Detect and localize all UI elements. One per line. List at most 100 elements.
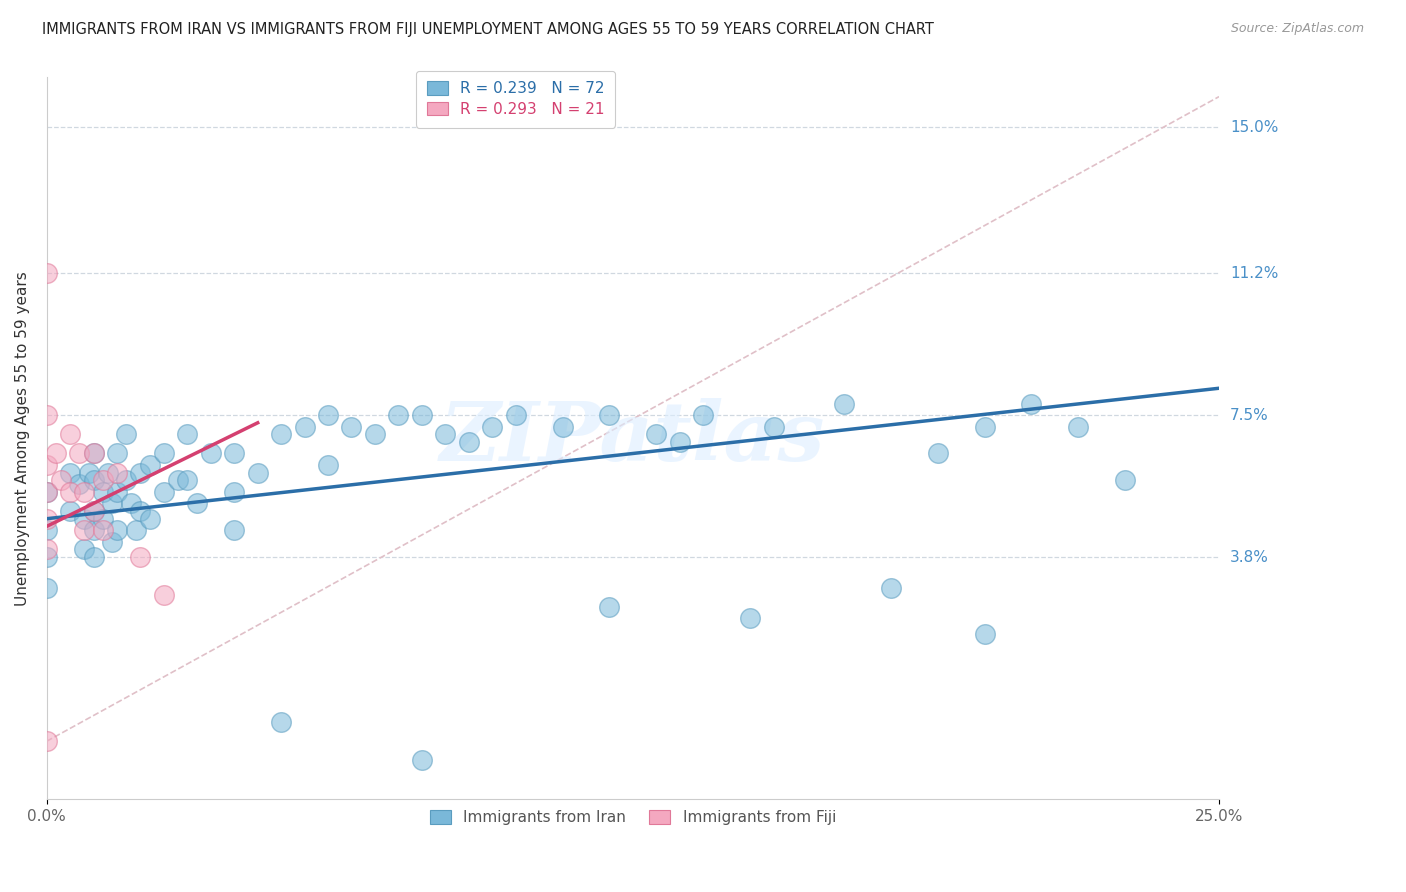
Point [153,446,176,460]
Point [973,627,995,641]
Point [59,427,82,442]
Point [105,523,128,537]
Point [83,550,105,565]
Point [35,266,58,280]
Point [83,474,105,488]
Point [35,512,58,526]
Point [105,484,128,499]
Point [387,408,409,422]
Point [645,427,668,442]
Point [186,496,208,510]
Point [59,484,82,499]
Point [83,504,105,518]
Point [340,419,363,434]
Point [668,434,690,449]
Point [69,477,91,491]
Text: IMMIGRANTS FROM IRAN VS IMMIGRANTS FROM FIJI UNEMPLOYMENT AMONG AGES 55 TO 59 YE: IMMIGRANTS FROM IRAN VS IMMIGRANTS FROM … [42,22,934,37]
Point [738,611,761,625]
Point [105,446,128,460]
Point [598,408,620,422]
Text: 3.8%: 3.8% [1230,549,1270,565]
Point [316,458,339,472]
Point [35,458,58,472]
Point [224,523,246,537]
Point [927,446,949,460]
Point [45,446,67,460]
Text: 11.2%: 11.2% [1230,266,1278,281]
Point [35,550,58,565]
Point [83,446,105,460]
Point [101,534,124,549]
Point [59,504,82,518]
Point [73,523,96,537]
Text: ZIPatlas: ZIPatlas [440,398,825,478]
Point [139,512,162,526]
Point [59,466,82,480]
Point [91,484,114,499]
Point [973,419,995,434]
Point [83,446,105,460]
Point [176,427,198,442]
Point [125,523,148,537]
Legend: Immigrants from Iran, Immigrants from Fiji: Immigrants from Iran, Immigrants from Fi… [420,801,845,835]
Point [224,446,246,460]
Point [139,458,162,472]
Point [880,581,903,595]
Point [457,434,479,449]
Point [35,734,58,748]
Point [762,419,785,434]
Point [1067,419,1090,434]
Point [1114,474,1136,488]
Point [115,427,138,442]
Point [91,512,114,526]
Point [115,474,138,488]
Point [1021,396,1043,410]
Point [83,504,105,518]
Point [49,474,72,488]
Point [167,474,190,488]
Text: 7.5%: 7.5% [1230,408,1268,423]
Point [35,523,58,537]
Point [551,419,574,434]
Point [411,754,433,768]
Point [105,466,128,480]
Point [101,496,124,510]
Point [69,446,91,460]
Point [505,408,527,422]
Text: 15.0%: 15.0% [1230,120,1278,135]
Point [73,542,96,557]
Point [129,504,152,518]
Point [294,419,316,434]
Point [83,523,105,537]
Point [316,408,339,422]
Text: Source: ZipAtlas.com: Source: ZipAtlas.com [1230,22,1364,36]
Point [270,427,292,442]
Point [35,408,58,422]
Point [91,523,114,537]
Point [129,466,152,480]
Point [35,484,58,499]
Point [176,474,198,488]
Point [270,715,292,730]
Point [481,419,503,434]
Point [411,408,433,422]
Point [153,589,176,603]
Point [77,466,100,480]
Point [364,427,387,442]
Point [35,542,58,557]
Point [224,484,246,499]
Point [200,446,222,460]
Point [153,484,176,499]
Point [91,474,114,488]
Point [35,484,58,499]
Point [832,396,855,410]
Point [35,581,58,595]
Point [73,484,96,499]
Point [97,466,120,480]
Point [598,599,620,614]
Point [246,466,269,480]
Point [120,496,142,510]
Point [434,427,457,442]
Point [129,550,152,565]
Y-axis label: Unemployment Among Ages 55 to 59 years: Unemployment Among Ages 55 to 59 years [15,271,30,606]
